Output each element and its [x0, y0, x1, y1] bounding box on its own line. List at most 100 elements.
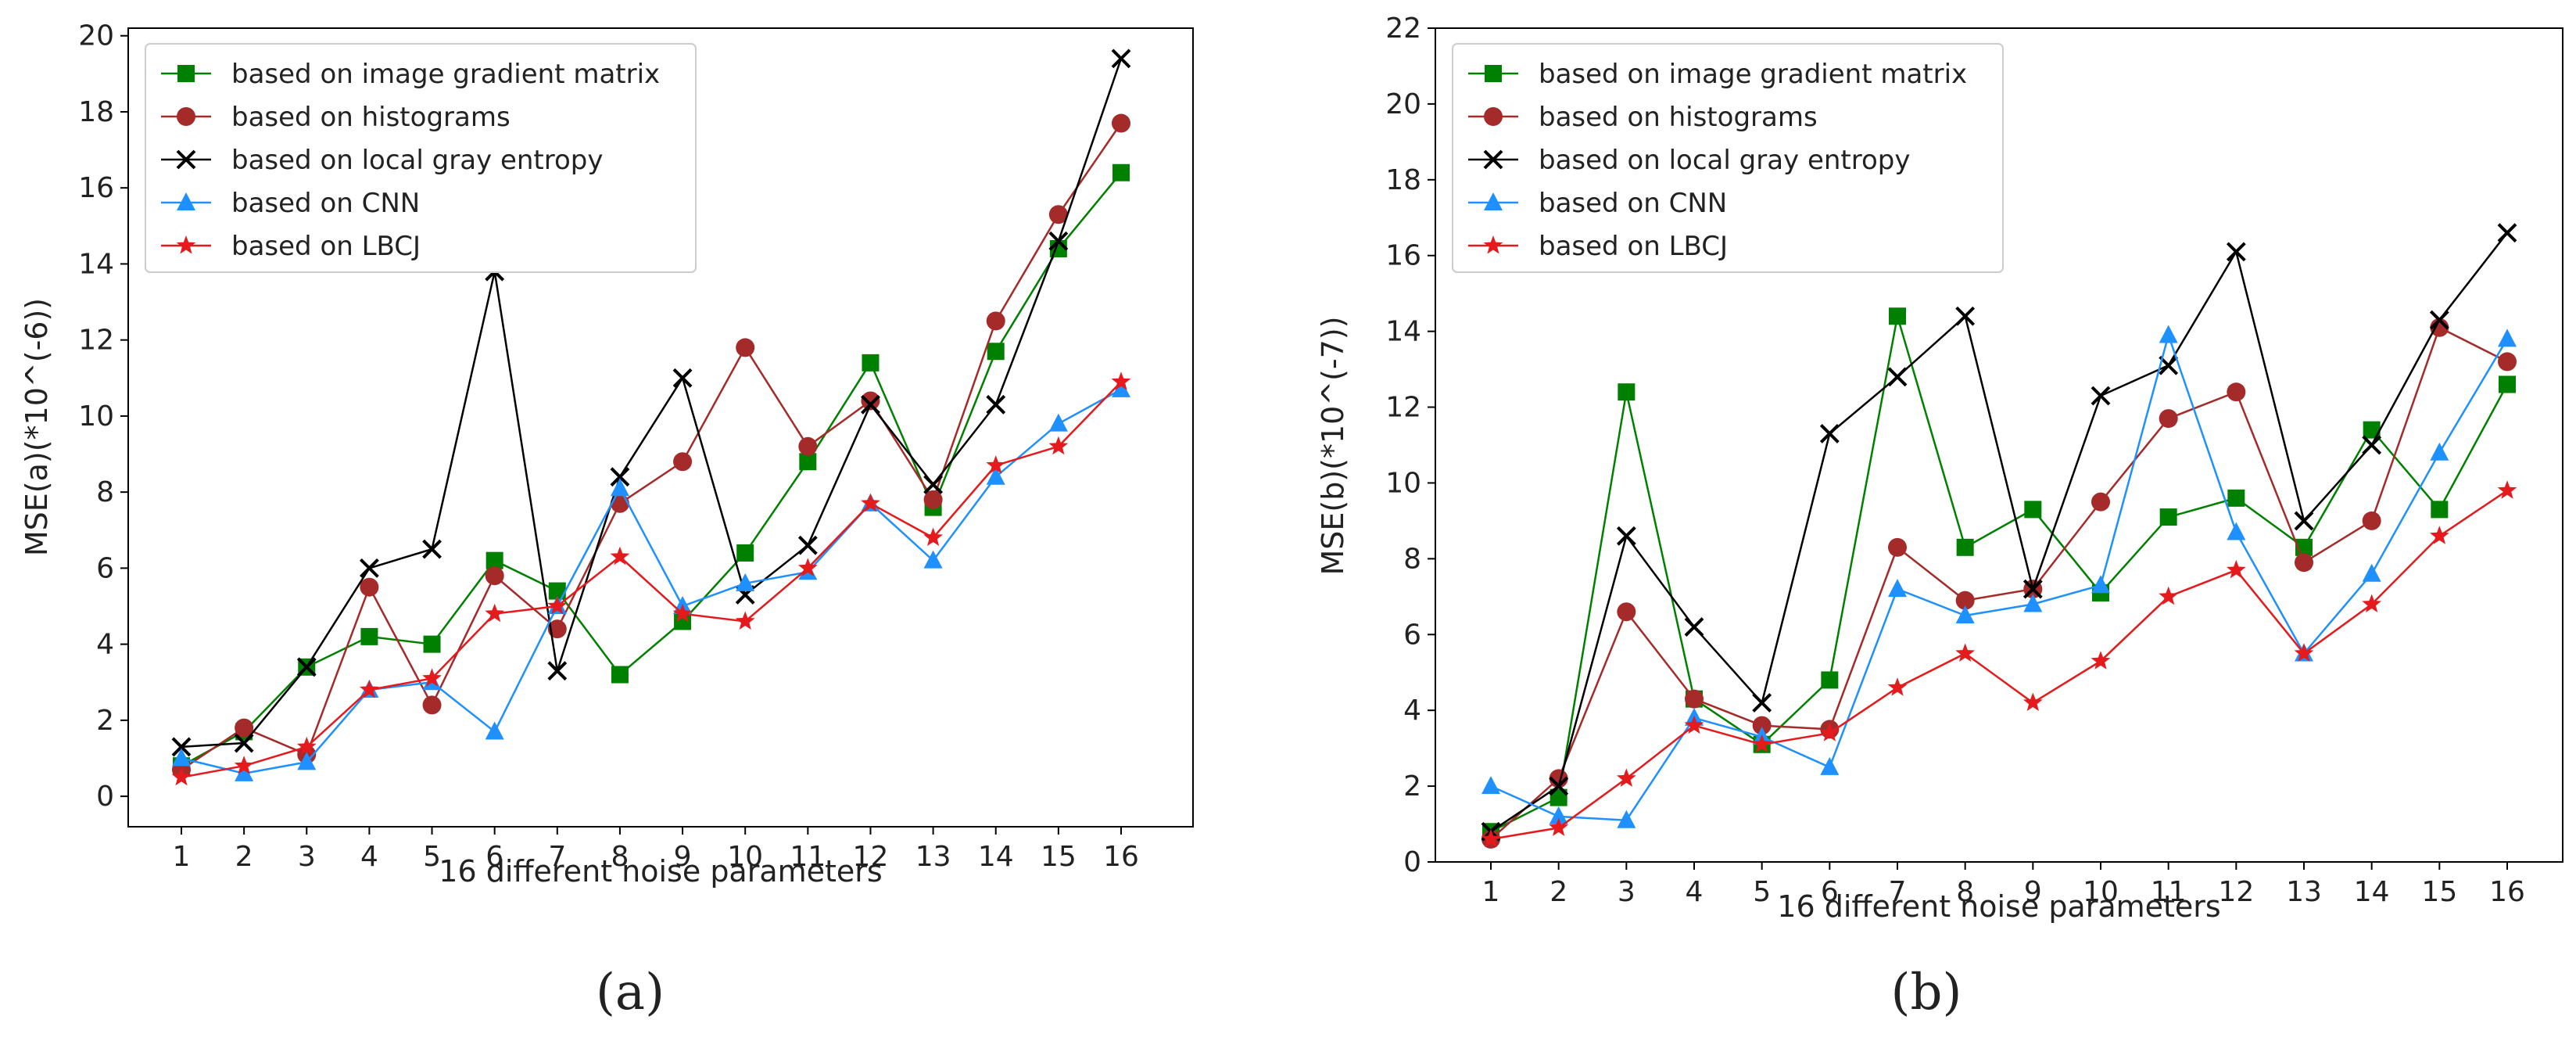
x-tick-label: 1 — [1482, 876, 1500, 908]
data-point-b-5 — [2497, 480, 2517, 499]
data-point-a-4 — [297, 752, 317, 770]
data-point-b-5 — [2091, 651, 2111, 670]
series-line-b-1 — [1490, 315, 2509, 833]
data-point-a-3 — [797, 535, 818, 555]
data-point-a-3 — [1048, 231, 1069, 251]
x-tick-label: 2 — [1550, 876, 1567, 908]
x-tick-label: 16 — [1103, 841, 1139, 873]
x-tick-label: 15 — [2421, 876, 2457, 908]
data-point-a-4 — [610, 478, 629, 497]
data-point-b-2 — [2159, 409, 2178, 429]
data-point-a-5 — [672, 603, 693, 623]
data-point-a-5 — [1111, 372, 1131, 390]
data-point-b-5 — [2023, 692, 2043, 711]
data-point-a-2 — [485, 566, 504, 586]
x-tick-label: 3 — [1618, 876, 1636, 908]
legend-frame-b — [1452, 43, 2004, 273]
data-point-b-5 — [2362, 594, 2381, 612]
x-tick-label: 11 — [790, 841, 826, 873]
y-axis-label-b: MSE(b)(*10^(-7)) — [1316, 316, 1350, 575]
data-point-b-3 — [1549, 776, 1569, 796]
y-tick-label: 18 — [1385, 164, 1421, 196]
data-point-a-2 — [736, 338, 755, 357]
data-point-b-4 — [1888, 579, 1907, 598]
series-line-a-3 — [181, 58, 1123, 749]
legend-label-a-3: based on local gray entropy — [231, 145, 604, 176]
x-tick-label: 15 — [1041, 841, 1077, 873]
data-point-b-3 — [2497, 223, 2517, 243]
data-point-a-2 — [923, 490, 943, 509]
data-point-a-3 — [547, 661, 568, 681]
legend-a: based on image gradient matrix based on h… — [145, 43, 697, 273]
legend-marker-a-1 — [177, 65, 195, 82]
data-point-b-3 — [1684, 617, 1704, 637]
y-tick-label: 20 — [1385, 88, 1421, 120]
data-point-a-1 — [611, 666, 629, 684]
x-tick-label: 9 — [2024, 876, 2042, 908]
series-line-b-4 — [1490, 332, 2509, 821]
data-point-a-1 — [423, 635, 441, 653]
y-tick-label: 8 — [1403, 543, 1421, 575]
y-axis-ticks-b: 0 2 4 6 8 10 12 14 16 18 20 22 — [1385, 13, 1435, 878]
data-point-a-5 — [610, 546, 630, 565]
data-point-b-5 — [1684, 715, 1704, 734]
x-tick-label: 10 — [727, 841, 763, 873]
data-point-b-4 — [2091, 575, 2110, 594]
y-tick-label: 2 — [96, 705, 114, 737]
legend-label-a-2: based on histograms — [231, 102, 511, 133]
x-tick-label: 11 — [2151, 876, 2187, 908]
data-point-b-3 — [1819, 424, 1840, 443]
legend-b: based on image gradient matrix based on h… — [1452, 43, 2004, 273]
y-tick-label: 20 — [78, 20, 114, 52]
series-line-a-5 — [181, 381, 1122, 779]
data-point-a-5 — [360, 680, 379, 698]
data-point-b-3 — [1616, 526, 1636, 546]
data-point-b-1 — [1889, 307, 1906, 325]
data-point-a-3 — [610, 467, 630, 487]
data-point-b-4 — [1617, 810, 1636, 828]
x-tick-label: 6 — [1821, 876, 1839, 908]
data-point-a-5 — [171, 767, 192, 786]
panel-label-a: (a) — [596, 964, 665, 1021]
y-tick-label: 4 — [1403, 695, 1421, 727]
data-point-b-4 — [2362, 563, 2381, 582]
y-axis-ticks-a: 0 2 4 6 8 10 12 14 16 18 20 — [78, 20, 128, 813]
data-point-a-1 — [987, 343, 1005, 361]
data-point-b-3 — [1955, 306, 1976, 326]
data-point-b-4 — [2023, 594, 2043, 612]
legend-label-b-5: based on LBCJ — [1539, 231, 1728, 262]
data-point-b-1 — [2363, 421, 2381, 439]
legend-label-b-3: based on local gray entropy — [1539, 145, 1911, 176]
y-tick-label: 0 — [1403, 846, 1421, 878]
data-point-a-4 — [1048, 413, 1068, 432]
legend-marker-b-5 — [1483, 235, 1503, 254]
legend-label-b-2: based on histograms — [1539, 102, 1818, 133]
x-tick-label: 8 — [611, 841, 629, 873]
x-tick-label: 10 — [2083, 876, 2119, 908]
data-point-a-5 — [986, 455, 1006, 474]
legend-marker-b-4 — [1484, 192, 1503, 210]
x-tick-label: 5 — [1753, 876, 1771, 908]
data-point-a-3 — [861, 394, 880, 415]
series-line-b-5 — [1490, 490, 2508, 841]
data-point-a-2 — [235, 718, 254, 738]
data-point-a-1 — [548, 582, 566, 600]
data-point-a-5 — [735, 611, 755, 630]
data-point-b-5 — [2294, 643, 2314, 662]
data-point-a-3 — [672, 368, 693, 388]
data-point-b-3 — [2226, 242, 2246, 262]
x-axis-label-b: 16 different noise parameters — [1777, 889, 2220, 924]
legend-label-a-4: based on CNN — [231, 188, 420, 219]
data-point-b-4 — [1549, 806, 1568, 824]
data-point-a-1 — [485, 551, 503, 569]
data-point-a-2 — [1112, 113, 1130, 133]
data-point-a-5 — [296, 736, 317, 756]
data-point-b-2 — [1617, 602, 1636, 622]
x-tick-label: 7 — [548, 841, 566, 873]
data-point-a-4 — [986, 466, 1005, 485]
data-point-b-2 — [2362, 511, 2381, 530]
data-point-a-2 — [986, 311, 1005, 331]
y-tick-label: 8 — [96, 476, 114, 508]
data-point-a-4 — [485, 721, 504, 740]
